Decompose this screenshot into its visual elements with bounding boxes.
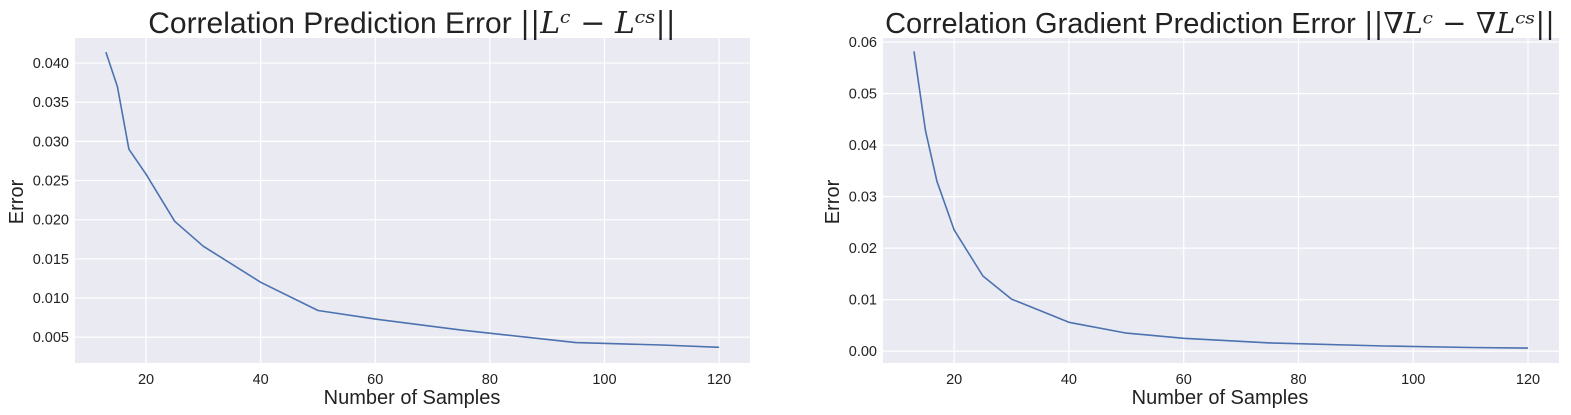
y-tick-label: 0.040 [33,56,69,72]
x-tick-label: 120 [707,372,731,388]
x-tick-label: 40 [253,372,269,388]
x-tick-label: 100 [592,372,616,388]
x-tick-label: 100 [1401,372,1425,388]
x-axis-label: Number of Samples [1132,387,1309,409]
x-tick-label: 40 [1061,372,1077,388]
chart-title-text: Correlation Gradient Prediction Error [885,8,1364,40]
y-tick-label: 0.06 [849,35,877,51]
y-tick-label: 0.03 [849,190,877,206]
series-layer [105,51,720,349]
y-tick-label: 0.00 [849,344,877,360]
y-tick-label: 0.030 [33,134,69,150]
chart-title-math: ||∇Lᶜ − ∇Lᶜˢ|| [1364,6,1555,40]
chart-title: Correlation Prediction Error ||Lᶜ − Lᶜˢ|… [148,6,676,41]
x-tick-label: 80 [1290,372,1306,388]
x-tick-label: 20 [946,372,962,388]
tick-labels: 20 40 60 80 100 120 0.00 0.01 0.02 0.03 0.04 0.05 0.… [849,35,1540,388]
y-tick-label: 0.035 [33,95,69,111]
chart-correlation-prediction-error: 20 40 60 80 100 120 0.005 0.010 0.015 0.020 0.025 0… [6,6,750,409]
series-layer [913,51,1529,349]
y-tick-label: 0.010 [33,291,69,307]
grid [75,38,750,363]
x-tick-label: 120 [1516,372,1540,388]
x-tick-label: 60 [1176,372,1192,388]
tick-labels: 20 40 60 80 100 120 0.005 0.010 0.015 0.020 0.025 0… [33,56,731,388]
plot-area [883,38,1559,363]
y-tick-label: 0.005 [33,330,69,346]
chart-correlation-gradient-prediction-error: 20 40 60 80 100 120 0.00 0.01 0.02 0.03 0.04 0.05 0.… [822,6,1559,409]
y-tick-label: 0.01 [849,293,877,309]
series-line [913,51,1529,349]
plot-area [75,38,750,363]
x-tick-label: 80 [482,372,498,388]
y-axis-label: Error [822,179,844,224]
y-tick-label: 0.04 [849,138,877,154]
y-tick-label: 0.05 [849,87,877,103]
y-tick-label: 0.02 [849,241,877,257]
chart-title-math: ||Lᶜ − Lᶜˢ|| [520,6,676,41]
series-line [105,51,720,349]
x-axis-label: Number of Samples [324,387,501,409]
x-tick-label: 60 [367,372,383,388]
y-tick-label: 0.015 [33,252,69,268]
y-axis-label: Error [6,179,28,224]
grid [883,38,1559,363]
chart-title-text: Correlation Prediction Error [148,7,520,40]
y-tick-label: 0.025 [33,174,69,190]
chart-title: Correlation Gradient Prediction Error ||… [885,6,1555,40]
y-tick-label: 0.020 [33,213,69,229]
x-tick-label: 20 [138,372,154,388]
